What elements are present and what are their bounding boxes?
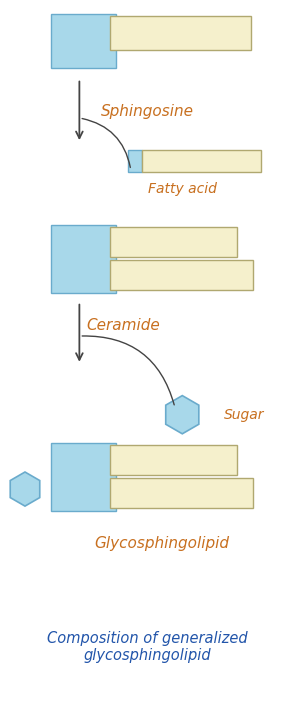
Text: Sugar: Sugar [223, 408, 264, 422]
Bar [142, 150, 261, 172]
Bar [51, 14, 116, 68]
Bar [51, 225, 116, 293]
Text: Sphingosine: Sphingosine [101, 104, 193, 119]
Text: Glycosphingolipid: Glycosphingolipid [94, 536, 229, 551]
Text: Ceramide: Ceramide [87, 318, 160, 333]
Bar [110, 16, 251, 50]
Bar [110, 478, 253, 508]
Text: Fatty acid: Fatty acid [148, 182, 217, 197]
Polygon shape [10, 472, 40, 506]
Bar [110, 260, 253, 290]
Bar [110, 445, 237, 475]
Polygon shape [166, 395, 199, 434]
Bar [51, 443, 116, 511]
Text: Composition of generalized
glycosphingolipid: Composition of generalized glycosphingol… [47, 631, 247, 664]
Bar [110, 227, 237, 257]
Bar [128, 150, 142, 172]
